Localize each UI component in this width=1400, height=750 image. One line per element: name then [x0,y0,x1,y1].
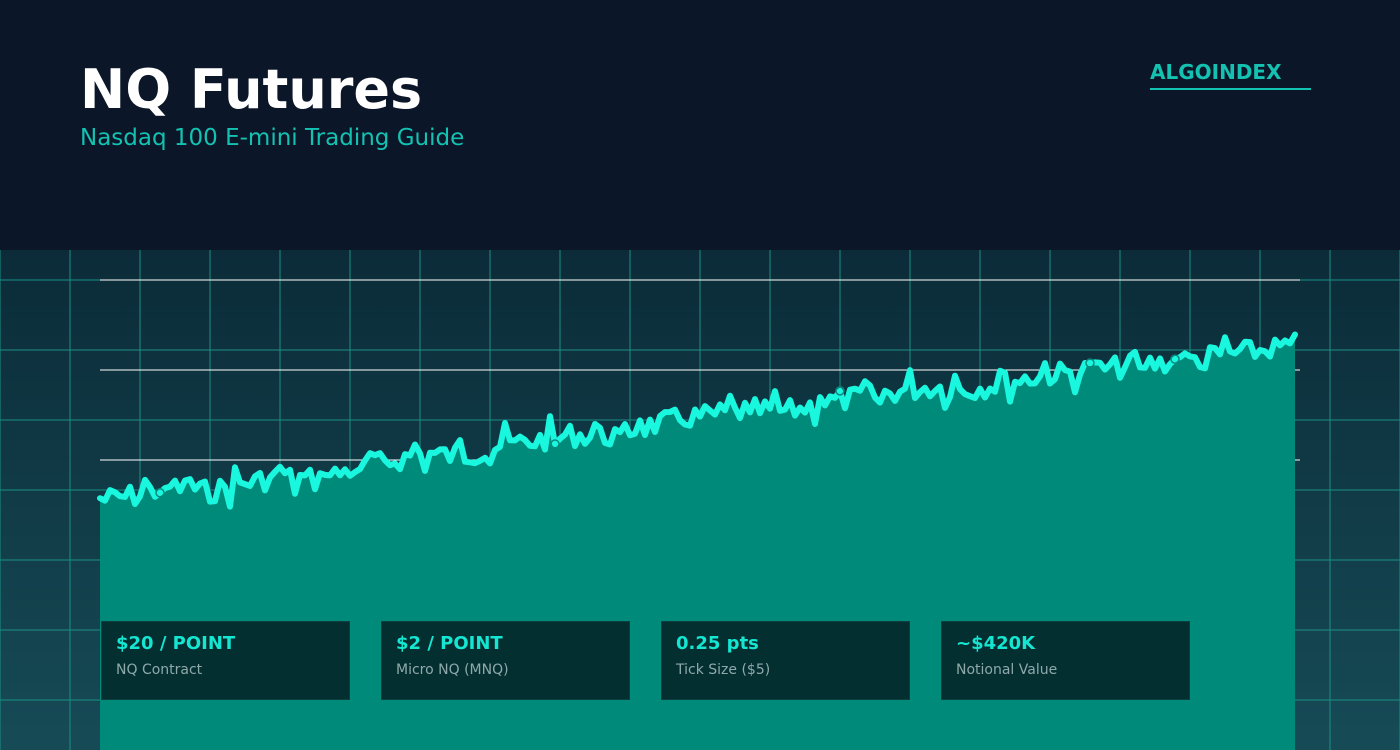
stat-card-micro-nq: $2 / POINT Micro NQ (MNQ) [381,621,630,700]
stat-value: 0.25 pts [676,633,759,654]
stat-card-tick-size: 0.25 pts Tick Size ($5) [661,621,910,700]
stat-card-nq-contract: $20 / POINT NQ Contract [101,621,350,700]
chart-marker [155,488,165,498]
stat-value: ~$420K [956,633,1036,654]
stat-value: $20 / POINT [116,633,236,654]
stat-label: Tick Size ($5) [676,662,771,678]
brand-logo[interactable]: ALGOINDEX [1150,60,1282,84]
chart-marker [550,439,560,449]
chart-marker [835,386,845,396]
chart-marker [1085,358,1095,368]
header-banner: NQ Futures Nasdaq 100 E-mini Trading Gui… [0,0,1400,250]
stat-label: NQ Contract [116,662,203,678]
marker-group [155,354,1180,498]
page-title: NQ Futures [80,58,423,121]
brand-underline [1150,88,1311,90]
page-subtitle: Nasdaq 100 E-mini Trading Guide [80,125,465,151]
chart-marker [1170,354,1180,364]
stat-label: Micro NQ (MNQ) [396,662,509,678]
price-line [97,331,1298,510]
stat-value: $2 / POINT [396,633,503,654]
stat-card-notional-value: ~$420K Notional Value [941,621,1190,700]
stat-label: Notional Value [956,662,1058,678]
